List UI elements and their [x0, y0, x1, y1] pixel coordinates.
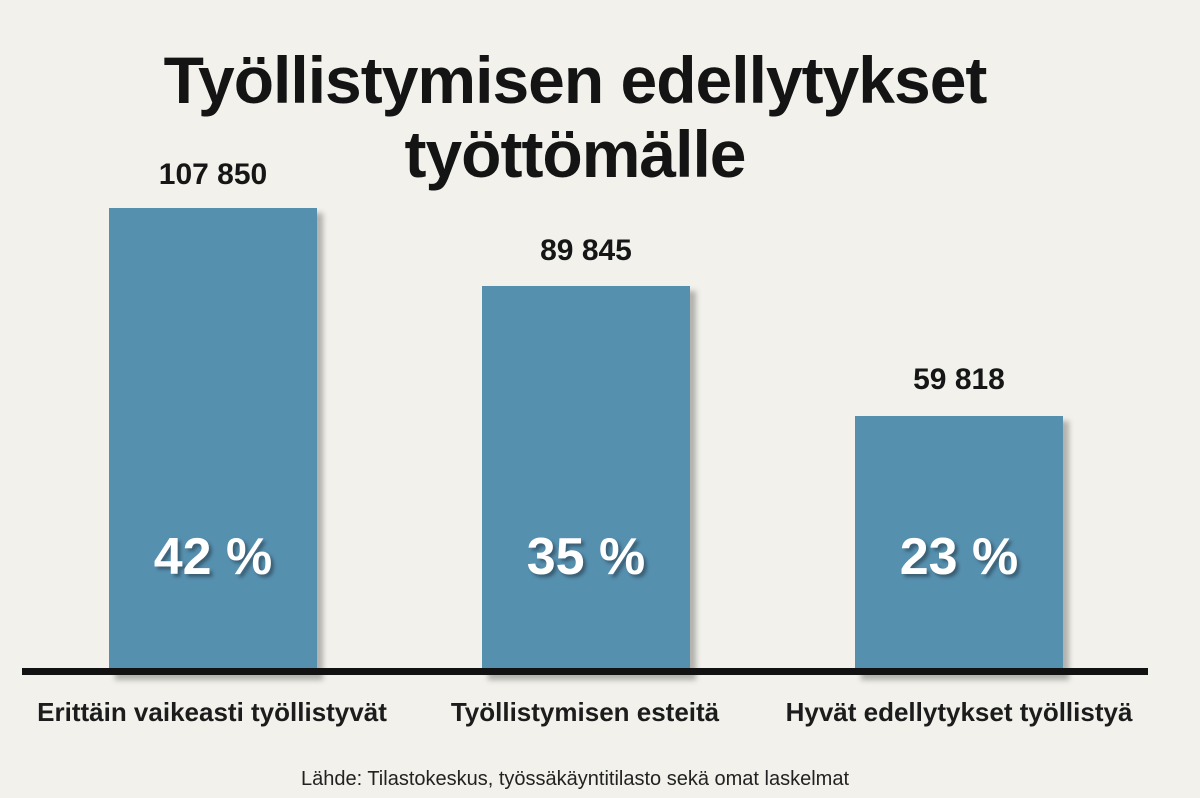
chart-title: Työllistymisen edellytykset työttömälle — [70, 43, 1080, 192]
x-axis-line — [22, 668, 1148, 675]
bar-percent-label-1: 42 % — [153, 528, 273, 586]
bar-value-label-1: 107 850 — [158, 158, 268, 191]
bar-percent-label-2: 35 % — [526, 528, 646, 586]
chart-frame: Työllistymisen edellytykset työttömälle 1… — [22, 43, 1148, 790]
category-label-2: Työllistymisen esteitä — [450, 697, 720, 727]
bar-value-label-2: 89 845 — [540, 234, 632, 267]
category-label-3: Hyvät edellytykset työllistyä — [785, 697, 1133, 727]
bar-hyvat-edellytykset-tyollistya — [855, 416, 1063, 675]
bar-tyollistymisen-esteita — [482, 286, 690, 675]
bar-percent-label-3: 23 % — [899, 528, 1019, 586]
source-caption: Lähde: Tilastokeskus, työssäkäyntitilast… — [300, 768, 850, 790]
bar-erittain-vaikeasti-tyollistyvat — [109, 208, 317, 675]
chart-title-line-1: Työllistymisen edellytykset — [163, 43, 988, 118]
bar-value-label-3: 59 818 — [913, 363, 1005, 396]
category-label-1: Erittäin vaikeasti työllistyvät — [37, 697, 387, 727]
chart-title-line-2: työttömälle — [404, 117, 746, 192]
